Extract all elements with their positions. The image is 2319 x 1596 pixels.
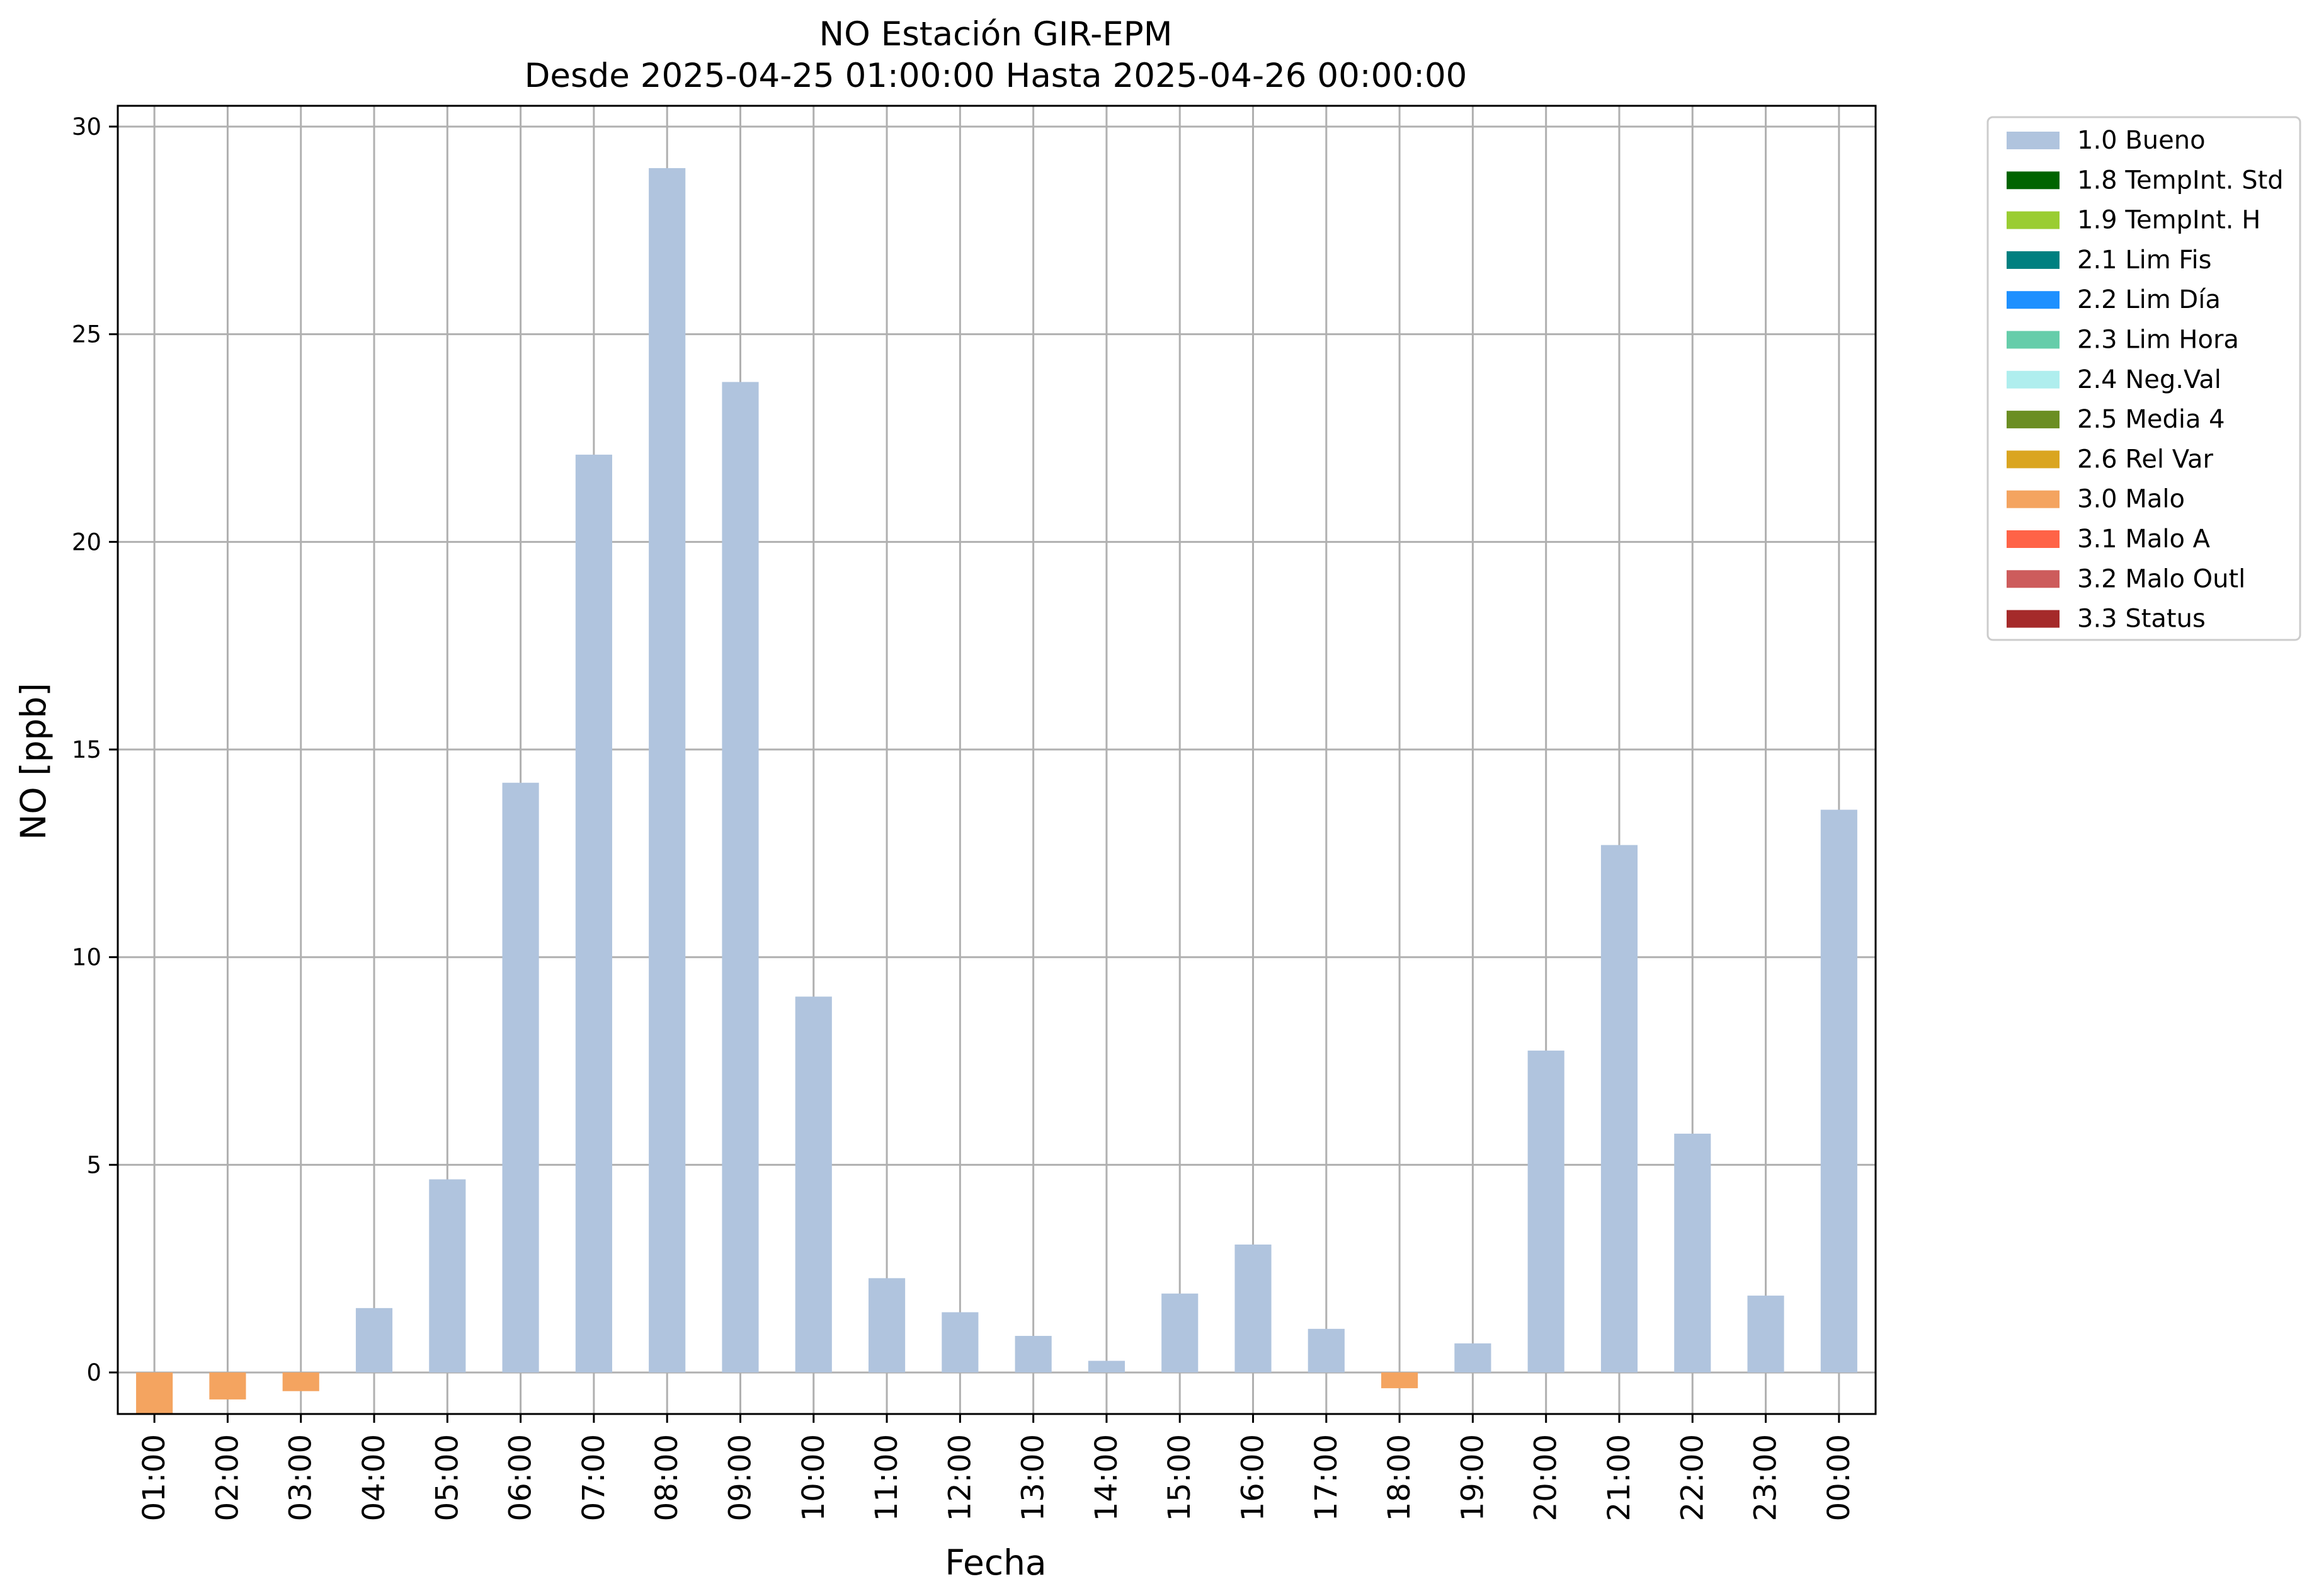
legend-swatch xyxy=(2007,530,2060,548)
legend-swatch xyxy=(2007,291,2060,309)
x-tick-label: 22:00 xyxy=(1675,1434,1710,1521)
bar xyxy=(942,1312,979,1373)
bar xyxy=(649,168,686,1373)
legend-item-label: 2.3 Lim Hora xyxy=(2077,326,2239,355)
bar xyxy=(1015,1336,1052,1373)
legend-item-label: 1.0 Bueno xyxy=(2077,126,2206,155)
y-tick-label: 20 xyxy=(72,528,101,556)
legend-swatch xyxy=(2007,251,2060,269)
y-tick-label: 25 xyxy=(72,321,101,348)
bar xyxy=(209,1372,246,1399)
bar xyxy=(722,382,759,1373)
legend-swatch xyxy=(2007,570,2060,588)
bar xyxy=(868,1278,906,1373)
y-tick-label: 5 xyxy=(86,1151,101,1178)
legend-swatch xyxy=(2007,171,2060,190)
bar xyxy=(575,454,612,1373)
legend-item-label: 1.9 TempInt. H xyxy=(2077,206,2260,235)
x-tick-label: 18:00 xyxy=(1382,1434,1417,1521)
legend: 1.0 Bueno 1.8 TempInt. Std 1.9 TempInt. H 2… xyxy=(1986,116,2301,641)
legend-box xyxy=(1986,116,2301,641)
legend-item-label: 3.2 Malo Outl xyxy=(2077,564,2245,593)
legend-item-label: 3.1 Malo A xyxy=(2077,525,2211,554)
y-tick-label: 30 xyxy=(72,113,101,140)
legend-swatch xyxy=(2007,490,2060,508)
legend-swatch xyxy=(2007,450,2060,469)
x-tick-label: 16:00 xyxy=(1236,1434,1271,1521)
x-tick-label: 10:00 xyxy=(796,1434,831,1521)
x-tick-label: 01:00 xyxy=(137,1434,172,1521)
x-tick-label: 21:00 xyxy=(1602,1434,1637,1521)
bar xyxy=(136,1372,173,1414)
legend-item-label: 2.1 Lim Fis xyxy=(2077,246,2211,275)
legend-item-label: 2.4 Neg.Val xyxy=(2077,365,2221,394)
x-tick-label: 23:00 xyxy=(1748,1434,1784,1521)
bar xyxy=(282,1372,319,1391)
legend-item-label: 2.5 Media 4 xyxy=(2077,405,2225,434)
bar xyxy=(1454,1343,1491,1373)
bar xyxy=(1674,1133,1711,1373)
legend-swatch xyxy=(2007,211,2060,229)
legend-swatch xyxy=(2007,370,2060,389)
legend-item-label: 1.8 TempInt. Std xyxy=(2077,166,2284,195)
bar xyxy=(1308,1328,1345,1373)
y-tick-label: 10 xyxy=(72,944,101,971)
x-tick-label: 20:00 xyxy=(1529,1434,1564,1521)
y-axis-ticks: 0 5 10 15 20 25 30 xyxy=(72,113,118,1386)
legend-swatch xyxy=(2007,331,2060,349)
bars-layer xyxy=(136,168,1857,1414)
x-tick-label: 00:00 xyxy=(1821,1434,1857,1521)
x-tick-label: 03:00 xyxy=(283,1434,319,1521)
x-tick-label: 08:00 xyxy=(649,1434,685,1521)
bar xyxy=(1234,1244,1272,1373)
bar xyxy=(1381,1372,1418,1389)
x-tick-label: 07:00 xyxy=(576,1434,612,1521)
legend-item-label: 3.3 Status xyxy=(2077,605,2206,634)
x-tick-label: 17:00 xyxy=(1309,1434,1344,1521)
x-axis-label: Fecha xyxy=(945,1542,1046,1583)
x-tick-label: 02:00 xyxy=(210,1434,245,1521)
y-tick-label: 0 xyxy=(86,1359,101,1386)
x-axis-ticks: 01:00 02:00 03:00 04:00 05:00 06:00 07:00 08:00… xyxy=(137,1414,1857,1521)
x-tick-label: 15:00 xyxy=(1162,1434,1197,1521)
legend-item-label: 3.0 Malo xyxy=(2077,485,2185,514)
chart-subtitle: Desde 2025-04-25 01:00:00 Hasta 2025-04-… xyxy=(525,57,1467,95)
x-tick-label: 11:00 xyxy=(869,1434,904,1521)
bar xyxy=(1527,1051,1564,1373)
x-tick-label: 13:00 xyxy=(1016,1434,1051,1521)
y-axis-label: NO [ppb] xyxy=(13,683,54,840)
chart-title: NO Estación GIR-EPM xyxy=(819,15,1173,54)
bar xyxy=(355,1308,393,1373)
legend-swatch xyxy=(2007,411,2060,429)
bar xyxy=(502,782,539,1373)
plot-area-frame xyxy=(117,105,1877,1415)
x-tick-label: 12:00 xyxy=(942,1434,977,1521)
x-tick-label: 09:00 xyxy=(722,1434,758,1521)
x-tick-label: 14:00 xyxy=(1089,1434,1124,1521)
bar xyxy=(429,1179,466,1373)
legend-item-label: 2.2 Lim Día xyxy=(2077,285,2221,314)
x-tick-label: 05:00 xyxy=(430,1434,465,1521)
legend-item-label: 2.6 Rel Var xyxy=(2077,445,2214,474)
x-tick-label: 06:00 xyxy=(503,1434,538,1521)
legend-swatch xyxy=(2007,610,2060,628)
bar xyxy=(1747,1296,1784,1373)
bar xyxy=(795,996,832,1373)
legend-swatch xyxy=(2007,132,2060,149)
bar xyxy=(1600,845,1638,1373)
x-tick-label: 04:00 xyxy=(356,1434,392,1521)
bar xyxy=(1820,809,1857,1373)
bar xyxy=(1161,1293,1199,1373)
x-tick-label: 19:00 xyxy=(1455,1434,1490,1521)
y-tick-label: 15 xyxy=(72,736,101,763)
bar xyxy=(1088,1360,1125,1373)
